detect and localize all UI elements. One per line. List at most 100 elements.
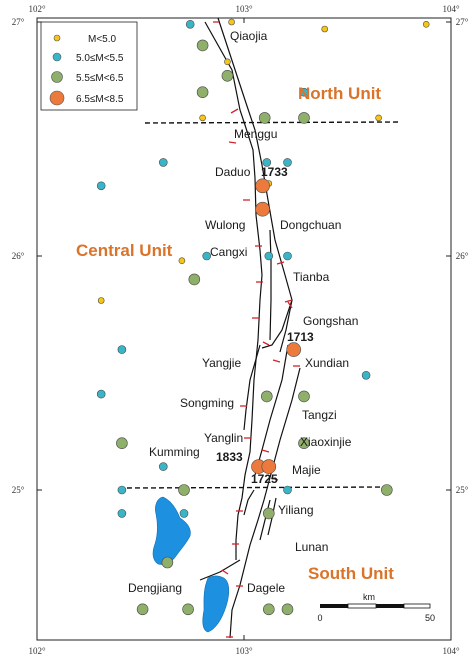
earthquake-marker-cyan	[202, 251, 211, 261]
earthquake-marker-yellow	[97, 297, 105, 304]
scale-bar-unit: km	[363, 592, 375, 602]
label-wulong: Wulong	[205, 218, 245, 232]
earthquake-marker-green	[116, 437, 128, 450]
tick-top-104: 104°	[442, 4, 460, 14]
earthquake-marker-yellow	[178, 257, 186, 265]
legend-marker-m-lt-5	[53, 34, 61, 42]
label-xiaoxinjie: Xiaoxinjie	[300, 435, 352, 449]
legend-label-m-lt-5: M<5.0	[88, 34, 117, 45]
label-menggu: Menggu	[234, 127, 277, 141]
earthquake-marker-cyan	[299, 87, 309, 97]
earthquake-marker-cyan	[117, 509, 127, 518]
earthquake-marker-cyan	[361, 370, 371, 380]
earthquake-marker-cyan	[117, 345, 127, 354]
earthquake-marker-orange	[255, 178, 270, 194]
earthquake-marker-green	[196, 39, 209, 52]
label-xundian: Xundian	[305, 356, 349, 370]
central-south-boundary	[126, 486, 389, 489]
earthquake-marker-yellow	[199, 114, 206, 122]
legend: M<5.0 5.0≤M<5.5 5.5≤M<6.5 6.5≤M<8.5	[40, 21, 138, 111]
label-songming: Songming	[180, 396, 234, 410]
label-dongchuan: Dongchuan	[280, 218, 341, 232]
earthquake-marker-cyan	[117, 485, 127, 495]
earthquake-marker-yellow	[228, 18, 235, 26]
year-1733: 1733	[261, 165, 288, 179]
earthquake-marker-cyan	[262, 158, 272, 167]
earthquake-marker-cyan	[283, 158, 292, 167]
year-1833: 1833	[216, 450, 243, 464]
earthquake-marker-green	[380, 484, 393, 496]
earthquake-marker-cyan	[283, 251, 292, 261]
earthquake-marker-green	[188, 273, 201, 286]
label-kumming: Kumming	[149, 445, 200, 459]
label-tangzi: Tangzi	[302, 408, 337, 422]
tick-bottom-102: 102°	[28, 646, 46, 656]
year-1725: 1725	[251, 472, 278, 486]
tick-bottom-104: 104°	[442, 646, 460, 656]
legend-marker-m-5-5.5	[52, 52, 62, 62]
label-yangjie: Yangjie	[202, 356, 241, 370]
label-cangxi: Cangxi	[210, 245, 247, 259]
earthquake-marker-green	[281, 603, 294, 616]
earthquake-marker-yellow	[224, 58, 231, 66]
scale-bar-start: 0	[317, 613, 322, 623]
earthquake-marker-cyan	[179, 509, 189, 518]
earthquake-marker-cyan	[283, 485, 292, 495]
legend-label-m-5-5.5: 5.0≤M<5.5	[76, 53, 124, 64]
tick-bottom-103: 103°	[235, 646, 253, 656]
tick-right-26: 26°	[456, 251, 469, 261]
earthquake-marker-green	[178, 484, 190, 496]
tick-right-27: 27°	[456, 17, 469, 27]
earthquake-marker-green	[258, 112, 271, 124]
earthquake-marker-yellow	[321, 25, 329, 33]
earthquake-marker-orange	[286, 342, 302, 357]
south-unit-label: South Unit	[308, 564, 394, 583]
earthquake-marker-green	[182, 603, 194, 616]
earthquake-marker-green	[298, 390, 310, 403]
tick-top-102: 102°	[28, 4, 46, 14]
earthquake-marker-green	[221, 70, 234, 82]
year-1713: 1713	[287, 330, 314, 344]
earthquake-marker-cyan	[96, 389, 106, 399]
scale-bar-end: 50	[425, 613, 435, 623]
earthquake-marker-green	[136, 603, 149, 616]
scale-bar-segment-4	[403, 603, 431, 609]
earthquake-marker-green	[262, 603, 275, 616]
fault-ticks	[213, 21, 300, 638]
label-qiaojia: Qiaojia	[230, 29, 268, 43]
earthquake-marker-green	[161, 556, 174, 569]
central-unit-label: Central Unit	[76, 241, 173, 260]
label-dagele: Dagele	[247, 581, 285, 595]
legend-marker-m-6.5-8.5	[49, 90, 65, 106]
map-frame	[36, 17, 452, 641]
earthquake-marker-cyan	[96, 181, 106, 191]
earthquake-marker-cyan	[264, 251, 274, 261]
earthquake-marker-yellow	[375, 114, 382, 122]
label-majie: Majie	[292, 463, 321, 477]
earthquake-marker-orange	[255, 201, 270, 217]
scale-bar-segment-3	[376, 604, 404, 608]
scale-bar-segment-1	[320, 604, 348, 608]
earthquake-markers	[96, 18, 430, 616]
scale-bar-segment-2	[347, 603, 377, 609]
earthquake-marker-cyan	[159, 158, 168, 167]
earthquake-marker-orange	[261, 459, 277, 474]
label-dengjiang: Dengjiang	[128, 581, 182, 595]
label-gongshan: Gongshan	[303, 314, 358, 328]
north-unit-label: North Unit	[298, 84, 381, 103]
earthquake-marker-green	[196, 86, 209, 98]
earthquake-marker-green	[262, 507, 275, 520]
tick-left-26: 26°	[12, 251, 25, 261]
label-lunan: Lunan	[295, 540, 328, 554]
tick-right-25: 25°	[456, 485, 469, 495]
label-daduo: Daduo	[215, 165, 251, 179]
label-yiliang: Yiliang	[278, 503, 314, 517]
tick-left-25: 25°	[12, 485, 25, 495]
earthquake-marker-cyan	[159, 462, 168, 471]
earthquake-marker-green	[298, 112, 310, 124]
earthquake-marker-green	[298, 437, 310, 450]
tick-left-27: 27°	[12, 17, 25, 27]
legend-label-m-5.5-6.5: 5.5≤M<6.5	[76, 73, 124, 84]
frame-ticks	[36, 18, 452, 640]
